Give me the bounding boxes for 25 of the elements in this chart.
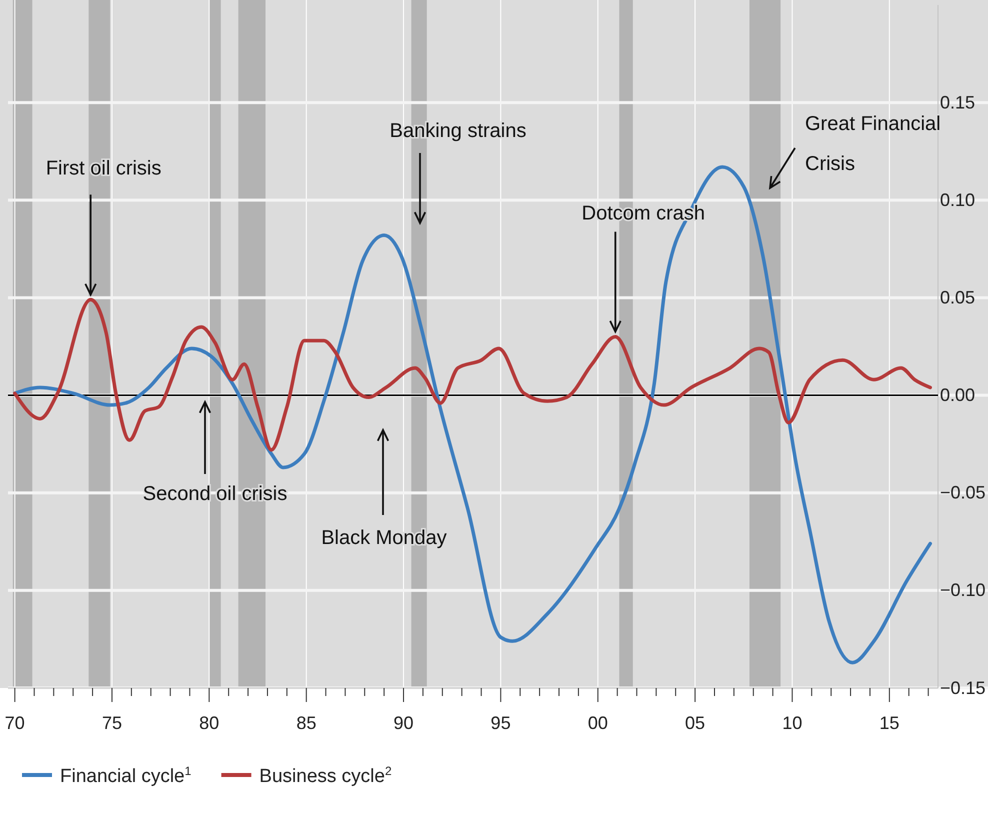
annotation: Great Financial Crisis [805, 113, 941, 175]
y-tick-label: 0.10 [940, 190, 976, 210]
x-tick-label: 85 [296, 712, 316, 733]
annotation: Banking strains [390, 120, 526, 142]
x-tick-label: 95 [490, 712, 511, 733]
x-tick-label: 00 [588, 712, 608, 733]
y-tick-label: 0.00 [940, 385, 976, 406]
x-tick-label: 70 [4, 712, 25, 733]
y-tick-label: −0.05 [940, 482, 986, 503]
annotation: Black Monday [321, 527, 447, 549]
line-series [13, 298, 932, 452]
y-tick-label: 0.05 [940, 287, 976, 308]
x-tick-label: 80 [199, 712, 220, 733]
annotation: First oil crisis [46, 158, 162, 180]
annotation: Second oil crisis [142, 483, 288, 505]
x-tick-label: 15 [879, 712, 900, 733]
x-tick-label: 90 [394, 712, 414, 733]
y-tick-label: 0.15 [940, 92, 976, 112]
y-tick-label: −0.10 [940, 580, 986, 600]
legend-label: Business cycle$^{2}$ [259, 764, 392, 787]
x-tick-label: 10 [782, 712, 802, 733]
x-tick-label: 75 [102, 712, 122, 733]
x-tick-label: 05 [685, 712, 706, 733]
legend-label: Financial cycle$^{1}$ [60, 764, 192, 787]
y-tick-label: −0.15 [940, 678, 986, 698]
